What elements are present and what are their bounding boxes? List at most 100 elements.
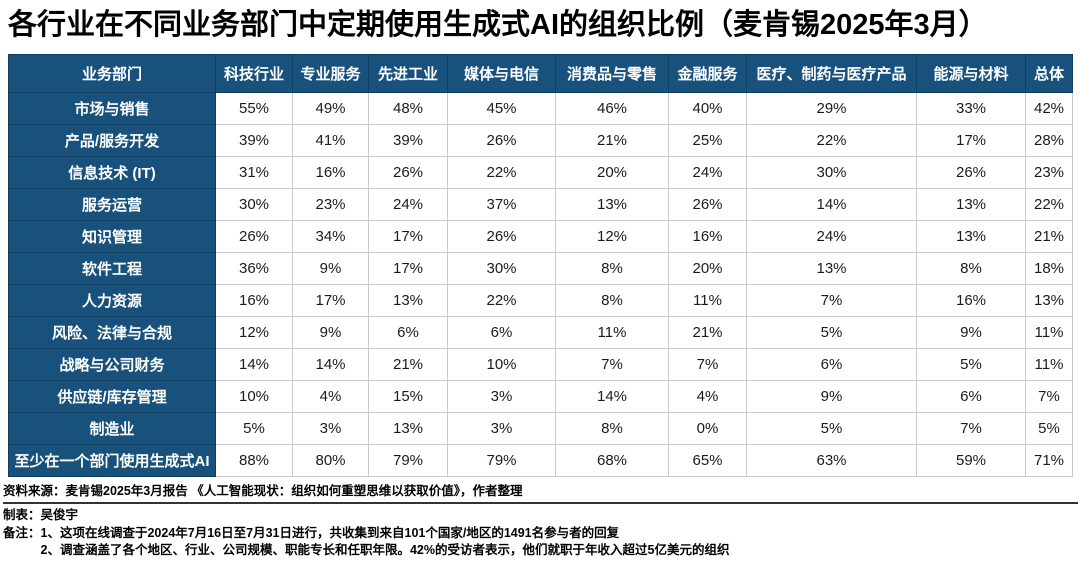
percentage-cell: 28%: [1025, 124, 1073, 158]
percentage-cell: 14%: [746, 188, 917, 222]
percentage-cell: 36%: [215, 252, 293, 286]
percentage-cell: 16%: [668, 220, 747, 254]
percentage-cell: 12%: [215, 316, 293, 350]
percentage-cell: 45%: [447, 92, 556, 126]
infographic-page: 各行业在不同业务部门中定期使用生成式AI的组织比例（麦肯锡2025年3月） 业务…: [0, 7, 1080, 574]
column-header-2: 专业服务: [292, 54, 369, 94]
percentage-cell: 65%: [668, 444, 747, 478]
row-label: 软件工程: [8, 252, 216, 286]
percentage-cell: 26%: [447, 220, 556, 254]
percentage-cell: 55%: [215, 92, 293, 126]
percentage-cell: 7%: [1025, 380, 1073, 414]
percentage-cell: 23%: [1025, 156, 1073, 190]
percentage-cell: 63%: [746, 444, 917, 478]
column-header-7: 医疗、制药与医疗产品: [746, 54, 917, 94]
footer: 资料来源：麦肯锡2025年3月报告 《人工智能现状：组织如何重塑思维以获取价值》…: [3, 482, 1080, 559]
percentage-cell: 21%: [1025, 220, 1073, 254]
percentage-cell: 24%: [368, 188, 448, 222]
percentage-cell: 24%: [668, 156, 747, 190]
percentage-cell: 41%: [292, 124, 369, 158]
row-label: 战略与公司财务: [8, 348, 216, 382]
percentage-cell: 30%: [215, 188, 293, 222]
percentage-cell: 16%: [292, 156, 369, 190]
percentage-cell: 13%: [555, 188, 669, 222]
table-row: 知识管理 26% 34% 17% 26% 12% 16% 24% 13% 21%: [8, 220, 1073, 254]
row-label: 信息技术 (IT): [8, 156, 216, 190]
percentage-cell: 79%: [447, 444, 556, 478]
percentage-cell: 26%: [215, 220, 293, 254]
column-header-6: 金融服务: [668, 54, 747, 94]
percentage-cell: 25%: [668, 124, 747, 158]
percentage-cell: 6%: [916, 380, 1026, 414]
column-header-8: 能源与材料: [916, 54, 1026, 94]
table-row: 市场与销售 55% 49% 48% 45% 46% 40% 29% 33% 42%: [8, 92, 1073, 126]
table-row: 服务运营 30% 23% 24% 37% 13% 26% 14% 13% 22%: [8, 188, 1073, 222]
percentage-cell: 15%: [368, 380, 448, 414]
percentage-cell: 4%: [292, 380, 369, 414]
row-label: 制造业: [8, 412, 216, 446]
table-row: 信息技术 (IT) 31% 16% 26% 22% 20% 24% 30% 26% 23%: [8, 156, 1073, 190]
percentage-cell: 5%: [916, 348, 1026, 382]
percentage-cell: 9%: [292, 316, 369, 350]
page-title: 各行业在不同业务部门中定期使用生成式AI的组织比例（麦肯锡2025年3月）: [8, 9, 988, 41]
percentage-cell: 7%: [668, 348, 747, 382]
percentage-cell: 8%: [555, 412, 669, 446]
percentage-cell: 17%: [292, 284, 369, 318]
percentage-cell: 14%: [215, 348, 293, 382]
percentage-cell: 0%: [668, 412, 747, 446]
row-label: 人力资源: [8, 284, 216, 318]
note-line-1: 1、这项在线调查于2024年7月16日至7月31日进行，共收集到来自101个国家…: [40, 526, 620, 541]
percentage-cell: 9%: [746, 380, 917, 414]
table-row: 人力资源 16% 17% 13% 22% 8% 11% 7% 16% 13%: [8, 284, 1073, 318]
percentage-cell: 21%: [668, 316, 747, 350]
percentage-cell: 5%: [746, 412, 917, 446]
percentage-cell: 23%: [292, 188, 369, 222]
percentage-cell: 13%: [916, 220, 1026, 254]
percentage-cell: 22%: [1025, 188, 1073, 222]
table-row: 至少在一个部门使用生成式AI 88% 80% 79% 79% 68% 65% 63% 59% 71…: [8, 444, 1073, 478]
percentage-cell: 30%: [746, 156, 917, 190]
percentage-cell: 14%: [292, 348, 369, 382]
percentage-cell: 24%: [746, 220, 917, 254]
percentage-cell: 34%: [292, 220, 369, 254]
percentage-cell: 17%: [916, 124, 1026, 158]
percentage-cell: 22%: [447, 284, 556, 318]
percentage-cell: 14%: [555, 380, 669, 414]
notes-block: 备注： 1、这项在线调查于2024年7月16日至7月31日进行，共收集到来自10…: [3, 525, 1080, 559]
percentage-cell: 6%: [368, 316, 448, 350]
percentage-cell: 42%: [1025, 92, 1073, 126]
percentage-cell: 22%: [746, 124, 917, 158]
percentage-cell: 30%: [447, 252, 556, 286]
percentage-cell: 29%: [746, 92, 917, 126]
row-label: 至少在一个部门使用生成式AI: [8, 444, 216, 478]
table-header: 业务部门 科技行业 专业服务 先进工业 媒体与电信 消费品与零售 金融服务 医疗、制药与医疗产…: [8, 54, 1073, 94]
percentage-cell: 31%: [215, 156, 293, 190]
column-header-9: 总体: [1025, 54, 1073, 94]
column-header-4: 媒体与电信: [447, 54, 556, 94]
percentage-cell: 59%: [916, 444, 1026, 478]
row-label: 风险、法律与合规: [8, 316, 216, 350]
percentage-cell: 68%: [555, 444, 669, 478]
source-line: 资料来源：麦肯锡2025年3月报告 《人工智能现状：组织如何重塑思维以获取价值》…: [3, 484, 523, 499]
author-line: 制表：吴俊宇: [3, 508, 79, 523]
header-row: 业务部门 科技行业 专业服务 先进工业 媒体与电信 消费品与零售 金融服务 医疗、制药与医疗产…: [8, 54, 1073, 94]
column-header-0: 业务部门: [8, 54, 216, 94]
percentage-cell: 39%: [215, 124, 293, 158]
percentage-cell: 13%: [368, 284, 448, 318]
percentage-cell: 3%: [447, 412, 556, 446]
percentage-cell: 7%: [916, 412, 1026, 446]
percentage-cell: 10%: [215, 380, 293, 414]
row-label: 服务运营: [8, 188, 216, 222]
percentage-cell: 5%: [215, 412, 293, 446]
notes-label: 备注：: [3, 526, 41, 541]
column-header-3: 先进工业: [368, 54, 448, 94]
percentage-cell: 26%: [916, 156, 1026, 190]
percentage-cell: 79%: [368, 444, 448, 478]
percentage-cell: 13%: [746, 252, 917, 286]
notes-lines: 1、这项在线调查于2024年7月16日至7月31日进行，共收集到来自101个国家…: [41, 525, 1080, 559]
percentage-cell: 10%: [447, 348, 556, 382]
table-row: 产品/服务开发 39% 41% 39% 26% 21% 25% 22% 17% 28%: [8, 124, 1073, 158]
percentage-cell: 11%: [555, 316, 669, 350]
percentage-cell: 33%: [916, 92, 1026, 126]
percentage-cell: 6%: [746, 348, 917, 382]
